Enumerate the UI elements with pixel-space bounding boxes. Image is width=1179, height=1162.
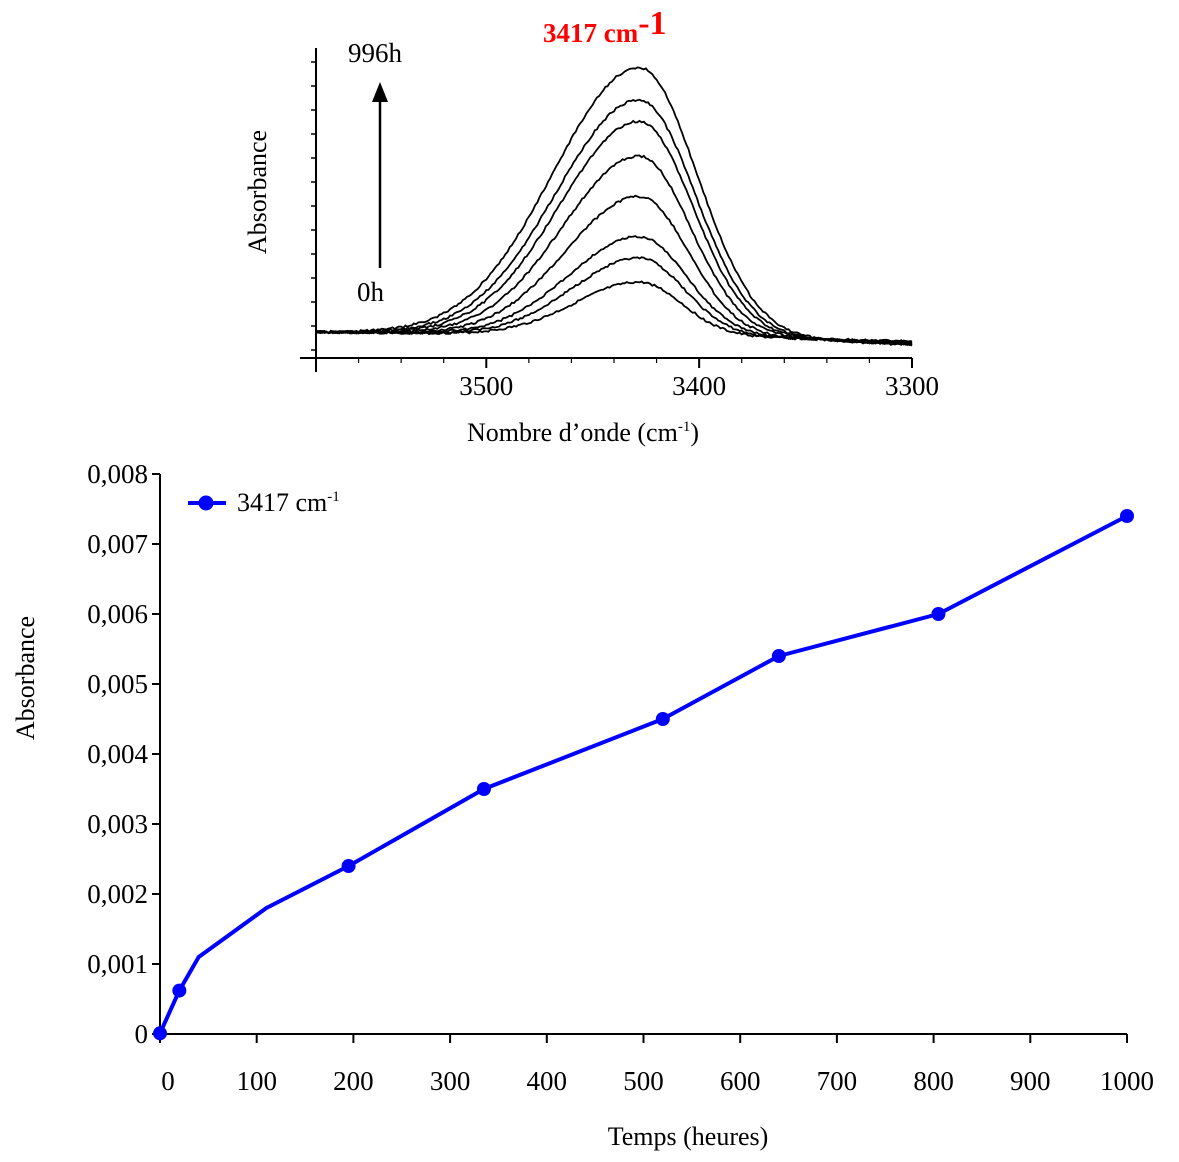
- spectrum-x-tick-label: 3300: [885, 371, 939, 401]
- kinetics-y-tick-label: 0,003: [87, 809, 148, 839]
- kinetics-y-axis-label: Absorbance: [11, 616, 40, 740]
- spectrum-title-exponent: -1: [638, 5, 666, 42]
- kinetics-x-tick-label: 300: [430, 1066, 471, 1096]
- kinetics-x-tick-label: 600: [720, 1066, 761, 1096]
- spectrum-curve-5: [315, 119, 913, 346]
- arrow-start-label: 0h: [357, 277, 385, 307]
- kinetics-x-tick-label: 400: [527, 1066, 568, 1096]
- data-point: [172, 983, 187, 998]
- kinetics-y-tick-label: 0,004: [87, 739, 148, 769]
- kinetics-y-tick-label: 0,007: [87, 529, 148, 559]
- time-arrow-head: [372, 82, 388, 102]
- data-point: [771, 649, 786, 663]
- kinetics-x-tick-label: 800: [913, 1066, 954, 1096]
- spectrum-x-axis-label: Nombre d’onde (cm-1): [467, 418, 699, 447]
- data-point: [341, 859, 356, 873]
- kinetics-y-tick-label: 0,005: [87, 669, 148, 699]
- kinetics-y-tick-label: 0,008: [87, 459, 148, 489]
- spectrum-curve-3: [315, 194, 913, 345]
- x-axis-label-exponent: -1: [678, 419, 691, 435]
- arrow-end-label: 996h: [348, 38, 403, 68]
- kinetics-chart: 0 0,001 0,002 0,003 0,004 0,005 0,006 0,007 0,00…: [11, 459, 1154, 1151]
- legend-marker: [198, 495, 214, 511]
- spectrum-curve-4: [316, 154, 913, 346]
- kinetics-y-tick-label: 0,002: [87, 879, 148, 909]
- spectrum-curve-2: [315, 235, 913, 344]
- kinetics-axes: 0 0,001 0,002 0,003 0,004 0,005 0,006 0,007 0,00…: [87, 459, 1154, 1096]
- spectrum-chart: 3417 cm-1 3500 3400 3300 996h 0h Absorbanc…: [243, 5, 939, 447]
- kinetics-x-tick-label: 0: [161, 1066, 175, 1096]
- kinetics-x-tick-label: 700: [817, 1066, 858, 1096]
- legend-label-exponent: -1: [327, 489, 340, 505]
- kinetics-y-tick-label: 0,006: [87, 599, 148, 629]
- legend: 3417 cm-1: [188, 488, 340, 517]
- data-point: [931, 607, 946, 621]
- kinetics-x-tick-label: 100: [236, 1066, 277, 1096]
- x-axis-label-close: ): [690, 418, 699, 447]
- kinetics-y-tick-label: 0,001: [87, 949, 148, 979]
- kinetics-x-axis-label: Temps (heures): [608, 1122, 769, 1151]
- spectrum-curve-7: [315, 66, 913, 347]
- spectrum-x-tick-label: 3500: [459, 371, 513, 401]
- kinetics-x-tick-label: 200: [333, 1066, 374, 1096]
- kinetics-x-tick-label: 900: [1010, 1066, 1051, 1096]
- kinetics-series: [153, 509, 1134, 1041]
- kinetics-x-tick-label: 500: [623, 1066, 664, 1096]
- spectrum-title: 3417 cm-1: [543, 5, 667, 48]
- data-point: [1120, 509, 1134, 523]
- series-line: [158, 514, 1128, 1035]
- kinetics-x-tick-label: 1000: [1100, 1066, 1154, 1096]
- spectrum-x-tick-label: 3400: [672, 371, 726, 401]
- spectrum-axes: 3500 3400 3300: [300, 48, 939, 401]
- data-point: [153, 1026, 167, 1041]
- legend-label: 3417 cm-1: [237, 488, 340, 517]
- data-point: [655, 712, 670, 726]
- spectrum-curves: [315, 66, 913, 347]
- spectrum-curve-6: [315, 98, 913, 347]
- data-point: [476, 782, 491, 796]
- spectrum-y-axis-label: Absorbance: [243, 130, 272, 254]
- kinetics-y-tick-label: 0: [135, 1019, 149, 1049]
